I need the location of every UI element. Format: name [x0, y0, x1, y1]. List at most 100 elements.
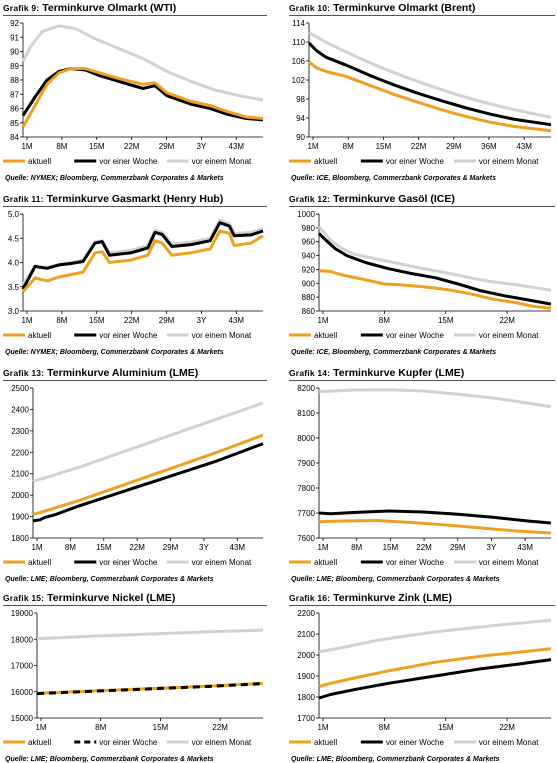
legend-label-aktuell: aktuell [28, 738, 51, 747]
y-tick-label: 2100 [11, 470, 29, 479]
legend-label-aktuell: aktuell [314, 157, 337, 166]
y-tick-label: 15000 [11, 714, 34, 723]
x-tick-label: 8M [379, 723, 390, 732]
x-tick-label: 8M [56, 316, 67, 325]
y-tick-label: 7700 [297, 509, 315, 518]
x-tick-label: 15M [89, 142, 105, 151]
legend-label-aktuell: aktuell [314, 558, 337, 567]
y-tick-label: 2200 [297, 609, 315, 618]
x-tick-label: 15M [438, 316, 454, 325]
series-line-woche [36, 682, 264, 696]
title-rule [3, 380, 267, 381]
legend-label-woche: vor einer Woche [99, 558, 158, 567]
chart-panel-g14: Grafik 14: Terminkurve Kupfer (LME) Quell… [289, 367, 555, 583]
chart-title: Grafik 14: Terminkurve Kupfer (LME) [289, 367, 464, 379]
legend-label-monat: vor einem Monat [479, 558, 539, 567]
y-tick-label: 2100 [297, 630, 315, 639]
y-tick-label: 1700 [297, 714, 315, 723]
chart-title: Grafik 9: Terminkurve Olmarkt (WTI) [3, 2, 176, 14]
y-tick-label: 4.0 [8, 259, 20, 268]
x-tick-label: 3Y [197, 316, 207, 325]
chart-panel-g11: Grafik 11: Terminkurve Gasmarkt (Henry H… [3, 193, 267, 356]
x-tick-label: 29M [159, 142, 175, 151]
title-rule [289, 380, 555, 381]
y-tick-label: 3.0 [8, 307, 20, 316]
chart-panel-g13: Grafik 13: Terminkurve Aluminium (LME) Qu… [3, 367, 267, 583]
legend-label-monat: vor einem Monat [192, 331, 252, 340]
x-tick-label: 22M [416, 543, 432, 552]
y-tick-label: 920 [302, 265, 316, 274]
y-tick-label: 860 [302, 307, 316, 316]
y-tick-label: 91 [10, 33, 19, 42]
y-tick-label: 90 [296, 133, 305, 142]
y-tick-label: 1900 [297, 672, 315, 681]
x-tick-label: 15M [376, 142, 392, 151]
legend-label-woche: vor einer Woche [99, 331, 158, 340]
series-line-woche [307, 41, 552, 127]
chart-source: Quelle: LME; Bloomberg, Commerzbank Corp… [291, 756, 500, 763]
series-line-woche [21, 221, 264, 290]
series-line-woche [318, 509, 552, 525]
chart-source: Quelle: LME; Bloomberg, Commerzbank Corp… [5, 576, 214, 583]
y-tick-label: 89 [10, 62, 19, 71]
x-tick-label: 22M [124, 142, 140, 151]
x-tick-label: 22M [499, 723, 515, 732]
series-line-aktuell [308, 60, 552, 133]
chart-title-prefix: Grafik 16: [289, 593, 331, 603]
y-tick-label: 2200 [11, 448, 29, 457]
y-tick-label: 2500 [11, 384, 29, 393]
series-line-monat [21, 24, 264, 102]
y-tick-label: 880 [302, 293, 316, 302]
x-tick-label: 15M [96, 543, 112, 552]
legend-label-woche: vor einer Woche [386, 738, 445, 747]
chart-panel-g10: Grafik 10: Terminkurve Olmarkt (Brent) Qu… [289, 2, 555, 182]
series-line-woche [317, 232, 552, 306]
series-line-woche [21, 67, 264, 122]
x-tick-label: 8M [95, 723, 106, 732]
x-tick-label: 22M [129, 543, 145, 552]
series-line-aktuell [318, 647, 552, 688]
x-tick-label: 1M [317, 316, 328, 325]
title-rule [289, 206, 555, 207]
chart-title-text: Terminkurve Gasmarkt (Henry Hub) [43, 193, 224, 205]
x-tick-label: 43M [517, 543, 533, 552]
series-line-monat [36, 628, 264, 641]
x-tick-label: 29M [163, 543, 179, 552]
x-tick-label: 15M [383, 543, 399, 552]
series-line-monat [318, 388, 552, 409]
x-tick-label: 36M [481, 142, 497, 151]
legend-label-monat: vor einem Monat [192, 157, 252, 166]
chart-title: Grafik 15: Terminkurve Nickel (LME) [3, 592, 175, 604]
legend-label-aktuell: aktuell [28, 157, 51, 166]
title-rule [3, 206, 267, 207]
title-rule [289, 15, 555, 16]
chart-source: Quelle: ICE, Bloomberg, Commerzbank Corp… [291, 175, 496, 182]
series-line-aktuell [21, 229, 264, 293]
legend-label-monat: vor einem Monat [479, 331, 539, 340]
y-tick-label: 92 [10, 19, 19, 28]
chart-source: Quelle: LME; Bloomberg, Commerzbank Corp… [291, 576, 500, 583]
chart-title: Grafik 10: Terminkurve Olmarkt (Brent) [289, 2, 475, 14]
x-tick-label: 29M [450, 543, 466, 552]
x-tick-label: 8M [351, 543, 362, 552]
series-line-aktuell [21, 67, 264, 128]
series-line-woche [32, 442, 264, 523]
y-tick-label: 8200 [297, 384, 315, 393]
y-tick-label: 106 [292, 57, 306, 66]
series-line-monat [318, 618, 552, 654]
legend-label-woche: vor einer Woche [99, 738, 158, 747]
series-line-monat [317, 225, 552, 292]
x-tick-label: 29M [446, 142, 462, 151]
legend-label-woche: vor einer Woche [386, 157, 445, 166]
x-tick-label: 1M [317, 723, 328, 732]
y-tick-label: 2000 [297, 651, 315, 660]
chart-title-text: Terminkurve Olmarkt (Brent) [330, 2, 476, 14]
y-tick-label: 17000 [11, 662, 34, 671]
x-tick-label: 43M [516, 142, 532, 151]
chart-panel-g16: Grafik 16: Terminkurve Zink (LME) Quelle:… [289, 592, 555, 763]
y-tick-label: 98 [296, 95, 305, 104]
x-tick-label: 22M [212, 723, 228, 732]
